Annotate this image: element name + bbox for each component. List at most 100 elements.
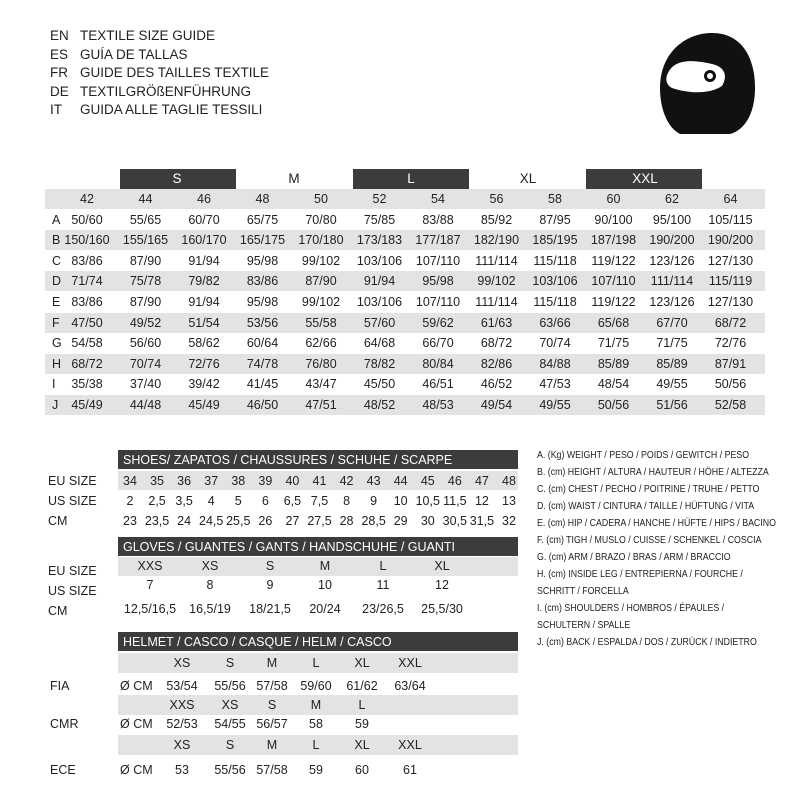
- row-band: [45, 271, 765, 292]
- legend-line: SCHRITT / FORCELLA: [537, 586, 629, 597]
- cell: 48/53: [422, 397, 454, 412]
- cell: 60: [355, 763, 369, 777]
- row-label: EU SIZE: [48, 564, 97, 578]
- cell: 66/70: [422, 336, 454, 351]
- cell: 54/55: [214, 717, 246, 731]
- cell: 48/52: [363, 397, 396, 412]
- row-band: [118, 557, 518, 576]
- cell: 49/55: [539, 397, 571, 412]
- cell: 2,5: [148, 494, 166, 508]
- row-label: B: [52, 233, 61, 248]
- cell: 55/58: [305, 315, 337, 330]
- legend-line: A. (Kg) WEIGHT / PESO / POIDS / GEWITCH …: [537, 450, 750, 461]
- cell: 103/106: [356, 253, 403, 268]
- cell: 90/100: [594, 212, 633, 227]
- row-band: [45, 312, 765, 333]
- cell: 6,5: [283, 494, 302, 508]
- cell: 4: [207, 494, 215, 508]
- cell: 55/56: [214, 763, 246, 777]
- cell: 47: [474, 474, 489, 488]
- legend-line: G. (cm) ARM / BRAZO / BRAS / ARM / BRACC…: [537, 552, 731, 563]
- cell: 50/56: [597, 397, 630, 412]
- cell: 25,5/30: [421, 602, 463, 616]
- cell: 83/88: [422, 212, 454, 227]
- size-number: 56: [489, 192, 504, 206]
- cell: L: [379, 559, 387, 573]
- cell: 173/183: [356, 233, 403, 248]
- cell: 57/60: [363, 315, 396, 330]
- size-box: [120, 169, 236, 189]
- cell: 49/55: [656, 377, 688, 392]
- guide-title: GUIDE DES TAILLES TEXTILE: [80, 65, 270, 80]
- cell: 11: [376, 578, 390, 592]
- size-letter: S: [172, 171, 182, 186]
- cell: 82/86: [480, 356, 513, 371]
- cell: 127/130: [707, 294, 754, 309]
- cell: 85/92: [480, 212, 513, 227]
- row-label: A: [52, 212, 61, 227]
- cell: 111/114: [475, 253, 518, 268]
- row-label: CM: [48, 514, 68, 528]
- size-letter: S: [225, 738, 235, 752]
- cell: 123/126: [649, 253, 695, 268]
- cell: 95/100: [652, 212, 692, 227]
- cell: 119/122: [591, 294, 636, 309]
- cell: 187/198: [590, 233, 637, 248]
- cell: 58: [309, 717, 323, 731]
- cell: 79/82: [188, 274, 220, 289]
- cell: 76/80: [305, 356, 337, 371]
- legend-line: F. (cm) TIGH / MUSLO / CUISSE / SCHENKEL…: [537, 535, 762, 546]
- cell: 45/50: [363, 377, 396, 392]
- cell: 8: [206, 578, 214, 592]
- cell: 65/68: [597, 315, 630, 330]
- cell: 45/49: [71, 397, 103, 412]
- cell: 60/70: [188, 212, 220, 227]
- size-letter: XXS: [169, 698, 195, 712]
- cell: 95/98: [422, 274, 454, 289]
- cell: 57/58: [256, 679, 288, 693]
- cell: 36: [177, 474, 192, 488]
- row-label: J: [52, 397, 59, 412]
- size-number: 58: [548, 192, 562, 206]
- cell: 87/90: [129, 253, 162, 268]
- cell: 7: [146, 578, 154, 592]
- row-label: F: [52, 315, 60, 330]
- cell: 87/90: [305, 274, 337, 289]
- guide-title: GUIDA ALLE TAGLIE TESSILI: [80, 102, 263, 117]
- cell: 177/187: [415, 233, 461, 248]
- size-letter: XL: [519, 171, 537, 186]
- row-label: C: [52, 253, 62, 268]
- cell: 59/62: [422, 315, 454, 330]
- section-title: SHOES/ ZAPATOS / CHAUSSURES / SCHUHE / S…: [123, 453, 453, 467]
- size-number: 60: [606, 192, 621, 206]
- row-label: D: [52, 274, 62, 289]
- cell: 72/76: [188, 356, 220, 371]
- cell: 91/94: [188, 253, 220, 268]
- cell: 40: [285, 474, 300, 488]
- size-letter: M: [310, 698, 322, 712]
- cell: 27: [285, 514, 300, 528]
- cell: 49/54: [480, 397, 513, 412]
- size-letter: L: [312, 656, 320, 670]
- cell: 50/60: [71, 212, 103, 227]
- cell: 87/90: [129, 294, 162, 309]
- cell: 23,5: [144, 514, 170, 528]
- cell: 85/89: [597, 356, 630, 371]
- cell: 23/26,5: [362, 602, 404, 616]
- cell: 38: [231, 474, 246, 488]
- cell: 80/84: [422, 356, 454, 371]
- row-label: I: [52, 377, 56, 392]
- cell: 27,5: [307, 514, 332, 528]
- lang-code: DE: [50, 83, 69, 99]
- cell: 23: [123, 514, 137, 528]
- unit: Ø CM: [120, 717, 153, 731]
- cell: 107/110: [415, 253, 461, 268]
- cell: 60/64: [246, 336, 279, 351]
- cell: 57/58: [256, 763, 288, 777]
- cell: 30: [420, 514, 435, 528]
- cell: 41: [312, 474, 327, 488]
- cell: 48: [502, 474, 516, 488]
- cell: 52/58: [714, 397, 747, 412]
- cell: 190/200: [649, 233, 695, 248]
- cell: 12,5/16,5: [123, 602, 177, 616]
